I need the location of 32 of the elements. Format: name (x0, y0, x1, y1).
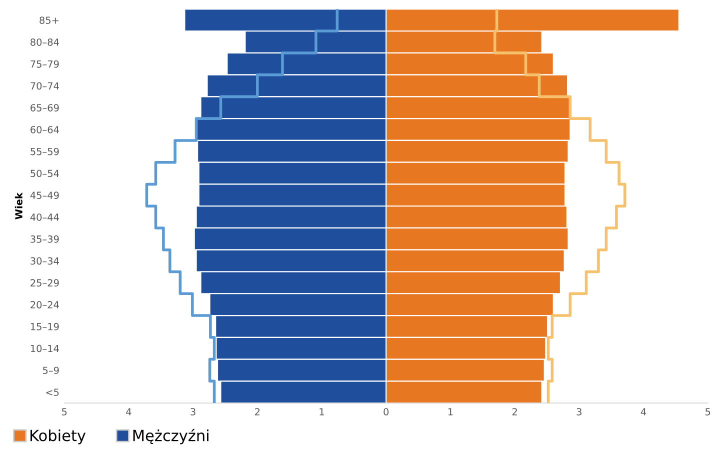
x-tick-label: 3 (576, 408, 582, 416)
y-axis-title: Wiek (14, 192, 22, 220)
y-tick-label: 70–74 (30, 82, 59, 90)
y-tick-label: 5–9 (43, 366, 59, 374)
x-tick-label: 2 (512, 408, 517, 416)
y-tick-label: 55–59 (30, 148, 59, 156)
x-tick-label: 0 (384, 408, 389, 416)
x-tick-label: 1 (448, 408, 453, 416)
y-tick-label: 15–19 (30, 322, 59, 330)
y-tick-label: 75–79 (30, 60, 59, 68)
x-tick-label: 4 (640, 408, 646, 416)
y-tick-label: 35–39 (30, 235, 59, 243)
legend-label: Mężczyźni (133, 428, 208, 444)
y-tick-label: 65–69 (30, 104, 59, 112)
y-tick-label: 85+ (40, 16, 58, 24)
y-tick-label: 40–44 (30, 214, 59, 221)
y-tick-label: 50–54 (30, 170, 59, 178)
x-tick-label: 4 (126, 408, 132, 416)
y-tick-label: 30–34 (30, 257, 59, 265)
x-tick-label: 5 (62, 408, 67, 416)
y-tick-label: <5 (46, 388, 59, 396)
legend-label: Kobiety (30, 429, 86, 444)
y-tick-label: 45–49 (30, 192, 59, 199)
y-tick-label: 25–29 (30, 279, 59, 287)
x-tick-label: 3 (190, 408, 196, 416)
x-tick-label: 2 (255, 408, 260, 416)
y-tick-label: 80–84 (30, 38, 59, 46)
x-tick-label: 1 (320, 408, 324, 416)
y-tick-label: 60–64 (30, 126, 59, 134)
y-tick-label: 20–24 (30, 301, 59, 308)
x-tick-label: 5 (706, 408, 710, 416)
y-tick-label: 10–14 (30, 344, 59, 352)
